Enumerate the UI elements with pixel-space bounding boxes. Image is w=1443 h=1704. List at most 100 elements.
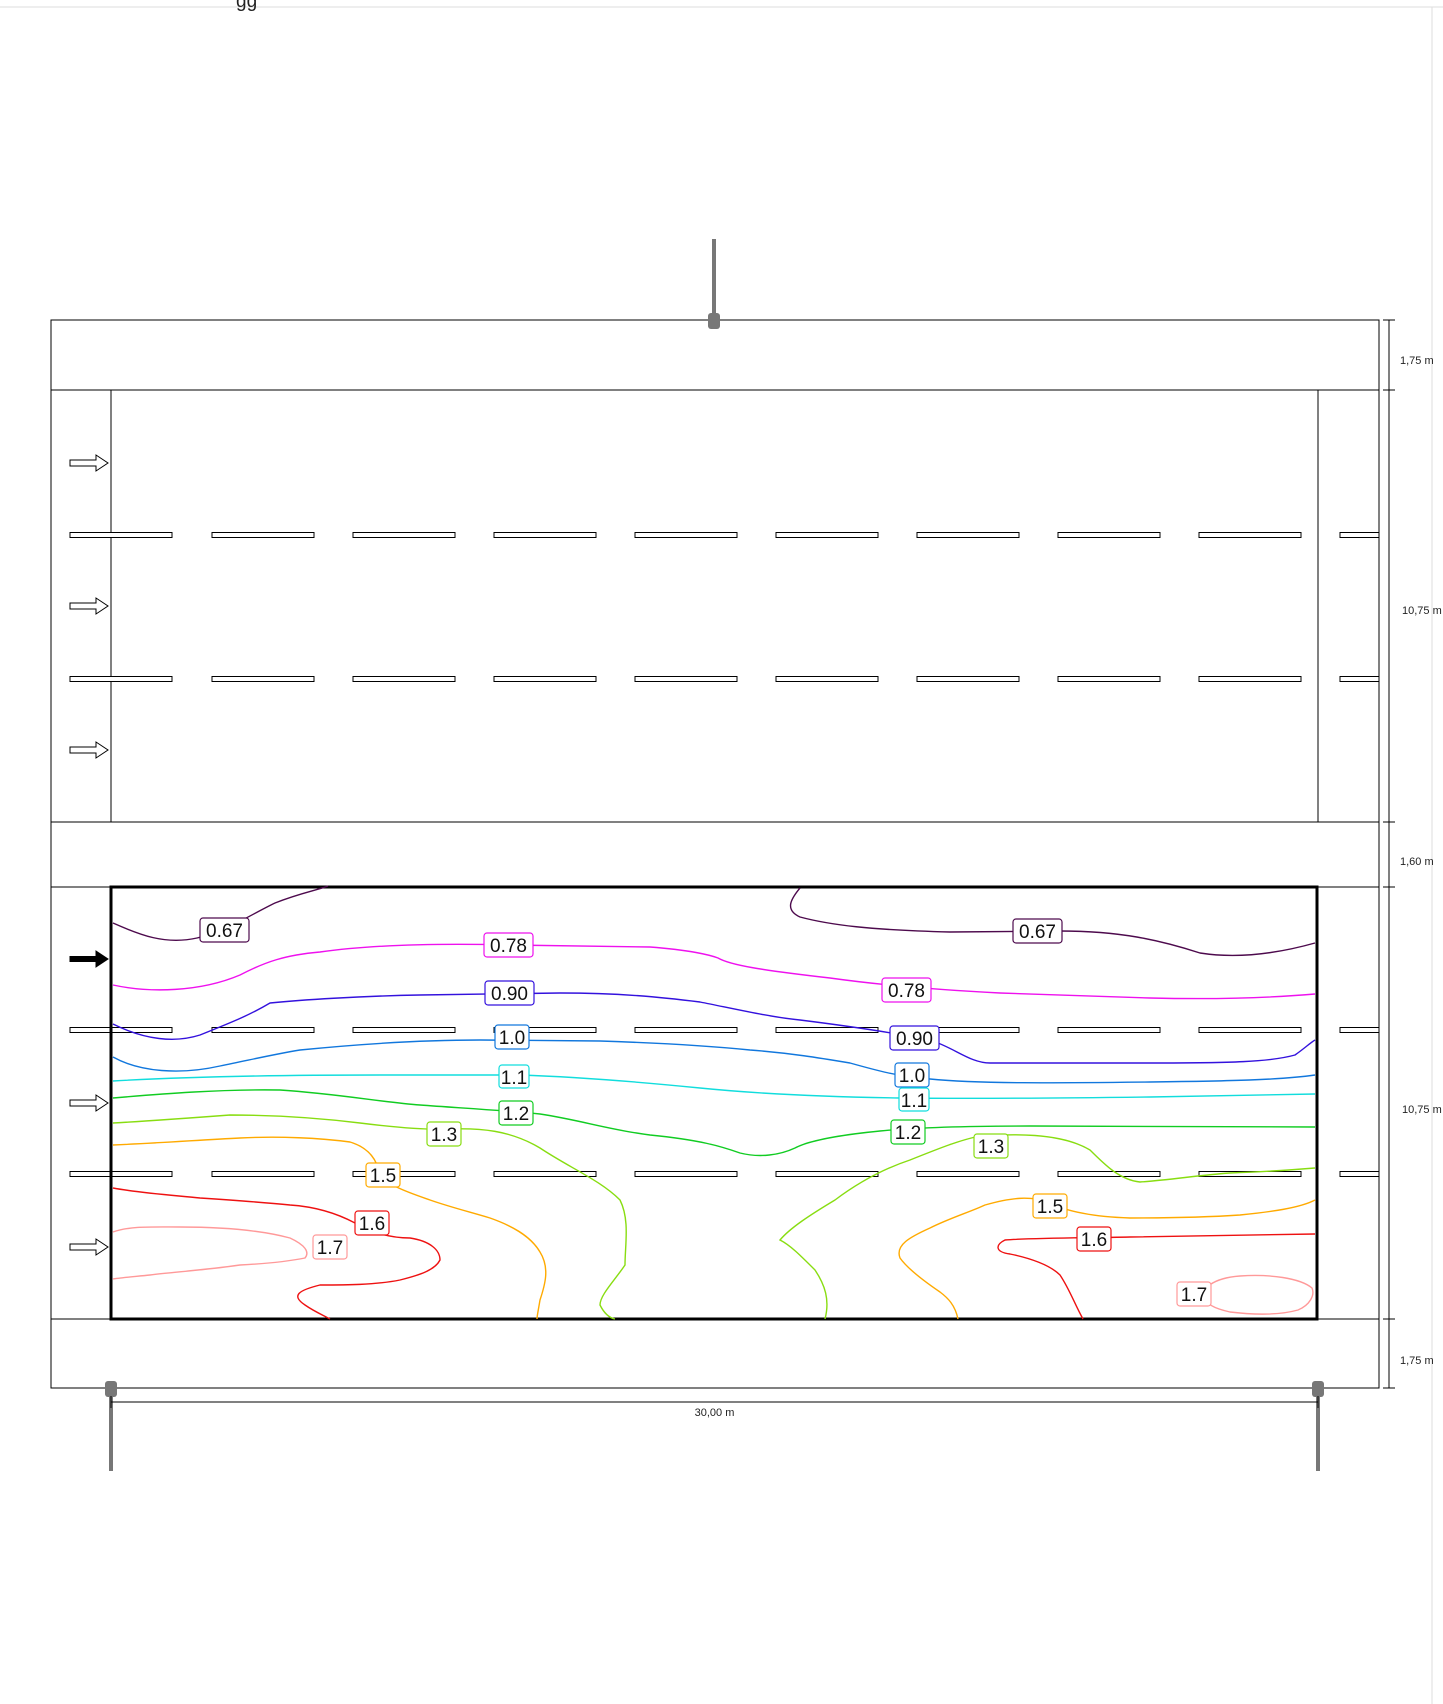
contour-1.7-left	[112, 1226, 308, 1280]
dim-sidewalk-bottom: 1,75 m	[1400, 1355, 1434, 1367]
lane-dash	[1198, 676, 1302, 682]
outline-arrow-icon	[69, 741, 109, 759]
pole-bottom-right-icon	[1312, 1381, 1324, 1471]
lane-dash	[1339, 676, 1380, 682]
lane-dash	[69, 676, 173, 682]
svg-text:1.5: 1.5	[1037, 1197, 1063, 1218]
contour-1.5	[112, 1136, 1316, 1320]
lane-dash	[211, 1027, 315, 1033]
lane-dash	[1057, 676, 1161, 682]
contour-label-1.3-right: 1.3	[973, 1133, 1009, 1159]
svg-text:1.7: 1.7	[317, 1238, 343, 1259]
top-fragment-text: gg	[236, 0, 258, 12]
svg-text:1.1: 1.1	[901, 1091, 927, 1112]
dim-median: 1,60 m	[1400, 856, 1434, 868]
svg-text:1.0: 1.0	[499, 1028, 525, 1049]
contour-1.7-right	[1203, 1274, 1314, 1315]
lane-dash	[1339, 1171, 1380, 1177]
contour-label-1.2-left: 1.2	[498, 1100, 534, 1126]
lane-dash	[916, 676, 1020, 682]
contour-0.78	[112, 943, 1316, 1000]
contour-1.2	[112, 1089, 1316, 1157]
lane-dash	[352, 532, 456, 538]
lane-dash	[493, 1171, 597, 1177]
lane-dash	[634, 532, 738, 538]
contour-label-1.5-right: 1.5	[1032, 1193, 1068, 1219]
lane-markings	[69, 532, 1380, 1177]
road-outline	[50, 319, 1380, 1389]
lane-dash	[352, 1171, 456, 1177]
lane-dash	[775, 532, 879, 538]
lane-dash	[69, 1171, 173, 1177]
lane-dash	[211, 1171, 315, 1177]
svg-text:1.3: 1.3	[431, 1125, 457, 1146]
contour-label-0.78-left: 0.78	[483, 932, 534, 958]
lane-dash	[634, 1027, 738, 1033]
direction-arrows	[69, 454, 109, 1256]
svg-text:1.2: 1.2	[503, 1104, 529, 1125]
svg-text:0.90: 0.90	[491, 984, 528, 1005]
lane-dash	[916, 1171, 1020, 1177]
contour-label-1.7-left: 1.7	[312, 1234, 348, 1260]
lane-dash	[1057, 1171, 1161, 1177]
svg-text:1.7: 1.7	[1181, 1285, 1207, 1306]
lane-dash	[1198, 532, 1302, 538]
lane-dash	[1057, 1027, 1161, 1033]
lane-dash	[775, 1027, 879, 1033]
svg-text:1.6: 1.6	[1081, 1230, 1107, 1251]
outline-arrow-icon	[69, 1094, 109, 1112]
dim-roadway-lower: 10,75 m	[1402, 1104, 1442, 1116]
svg-text:0.67: 0.67	[1019, 922, 1056, 943]
lane-dash	[493, 532, 597, 538]
lane-dash	[916, 532, 1020, 538]
outline-arrow-icon	[69, 597, 109, 615]
contour-label-0.90-left: 0.90	[484, 980, 535, 1006]
svg-text:0.78: 0.78	[490, 936, 527, 957]
contour-lines	[112, 885, 1316, 1320]
lane-dash	[69, 532, 173, 538]
contour-label-0.67-right: 0.67	[1012, 918, 1063, 944]
svg-text:1.6: 1.6	[359, 1214, 385, 1235]
contour-label-1.3-left: 1.3	[426, 1121, 462, 1147]
pole-bottom-left-icon	[105, 1381, 117, 1471]
dim-total-width: 30,00 m	[695, 1407, 735, 1419]
lane-dash	[211, 532, 315, 538]
contour-1.6	[112, 1187, 1316, 1320]
contour-label-1.0-right: 1.0	[894, 1062, 930, 1088]
svg-text:1.0: 1.0	[899, 1066, 925, 1087]
lane-dash	[634, 1171, 738, 1177]
contour-label-1.1-right: 1.1	[898, 1087, 930, 1112]
dim-sidewalk-top: 1,75 m	[1400, 355, 1434, 367]
contour-1.1	[112, 1074, 1316, 1100]
svg-text:1.2: 1.2	[895, 1123, 921, 1144]
contour-label-0.90-right: 0.90	[889, 1025, 940, 1051]
lane-dash	[493, 1027, 597, 1033]
dim-roadway-upper: 10,75 m	[1402, 605, 1442, 617]
lane-dash	[775, 676, 879, 682]
contour-label-1.6-left: 1.6	[354, 1210, 390, 1236]
contour-label-1.2-right: 1.2	[890, 1119, 926, 1145]
contour-label-1.6-right: 1.6	[1076, 1226, 1112, 1252]
lane-dash	[634, 676, 738, 682]
contour-label-1.1-left: 1.1	[498, 1064, 530, 1089]
outline-arrow-icon	[69, 454, 109, 472]
filled-arrow-icon	[69, 950, 109, 968]
contour-label-0.78-right: 0.78	[881, 977, 932, 1003]
lane-dash	[1339, 1027, 1380, 1033]
svg-text:1.5: 1.5	[370, 1166, 396, 1187]
lane-dash	[1339, 532, 1380, 538]
lane-dash	[493, 676, 597, 682]
svg-text:0.78: 0.78	[888, 981, 925, 1002]
dimension-labels: 1,75 m 10,75 m 1,60 m 10,75 m 1,75 m 30,…	[695, 355, 1442, 1419]
contour-label-1.7-right: 1.7	[1176, 1281, 1212, 1307]
lane-dash	[775, 1171, 879, 1177]
lane-dash	[352, 676, 456, 682]
contour-labels: 0.67 0.67 0.78 0.78 0.90 0.90 1.0 1.0 1.…	[199, 917, 1212, 1307]
svg-text:1.1: 1.1	[501, 1068, 527, 1089]
svg-text:1.3: 1.3	[978, 1137, 1004, 1158]
calculation-field-frame	[109, 885, 1319, 1321]
outline-arrow-icon	[69, 1238, 109, 1256]
road-boundary	[50, 319, 1380, 1389]
